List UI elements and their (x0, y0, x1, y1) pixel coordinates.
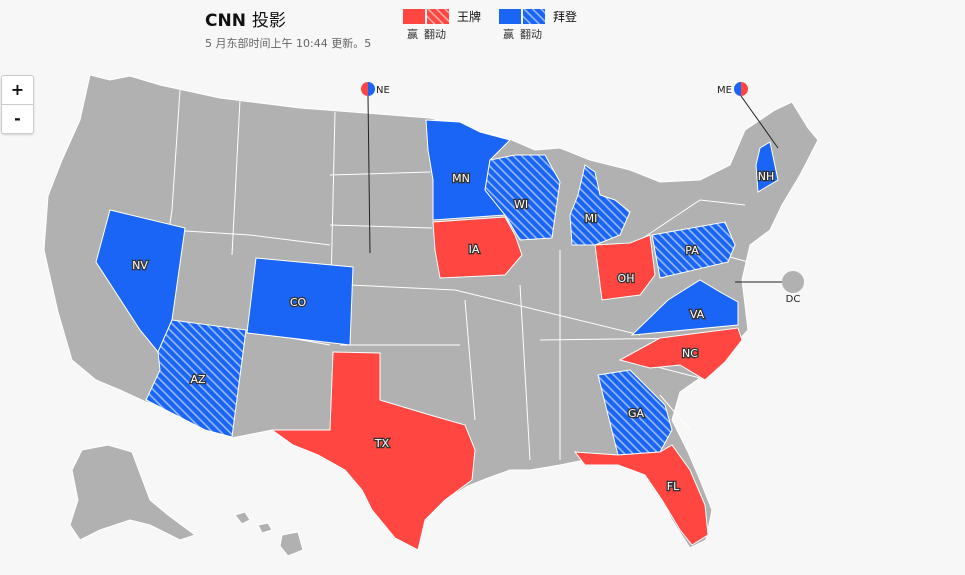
zoom-out-button[interactable]: - (2, 104, 33, 133)
state-oh[interactable] (594, 234, 656, 301)
state-pa[interactable] (651, 221, 736, 279)
hawaii-shape (234, 511, 304, 557)
state-label-ia: IA (469, 243, 480, 256)
legend-trump-win: 赢 (407, 28, 418, 41)
state-label-co: CO (290, 296, 307, 309)
projection-label: 投影 (251, 11, 286, 31)
state-ia[interactable] (432, 216, 523, 279)
me-label: ME (717, 85, 732, 96)
state-mi[interactable] (569, 164, 631, 246)
state-label-nc: NC (682, 347, 698, 360)
me-indicator[interactable]: ME (717, 82, 779, 149)
legend-biden-flip: 翻动 (520, 28, 542, 41)
state-label-az: AZ (190, 373, 206, 386)
dc-label: DC (786, 294, 801, 305)
trump-flip-swatch (427, 9, 449, 24)
state-label-pa: PA (685, 244, 699, 257)
state-label-oh: OH (618, 272, 635, 285)
state-label-tx: TX (374, 437, 390, 450)
state-co[interactable] (246, 257, 354, 346)
legend-biden-name: 拜登 (553, 10, 578, 24)
biden-flip-swatch (523, 9, 545, 24)
state-nc[interactable] (618, 327, 743, 381)
updated-timestamp: 5 月东部时间上午 10:44 更新。5 (205, 37, 372, 50)
zoom-in-button[interactable]: + (10, 80, 25, 99)
legend-trump: 王牌 赢 翻动 (403, 8, 481, 42)
state-label-va: VA (690, 308, 705, 321)
state-label-nh: NH (758, 170, 775, 183)
state-va[interactable] (630, 279, 739, 336)
states-layer (95, 119, 779, 551)
state-labels: NV AZ CO TX MN IA WI MI OH PA VA NC GA F… (131, 169, 776, 495)
state-nh[interactable] (755, 141, 779, 193)
legend-trump-name: 王牌 (457, 10, 482, 24)
state-label-mn: MN (452, 172, 470, 185)
map-header: CNN 投影 5 月东部时间上午 10:44 更新。5 (205, 6, 371, 51)
dc-indicator[interactable]: DC (735, 271, 804, 305)
ne-indicator[interactable]: NE (361, 82, 390, 254)
state-label-nv: NV (132, 259, 148, 272)
legend-biden-win: 赢 (503, 28, 514, 41)
legend-biden: 拜登 赢 翻动 (499, 8, 577, 42)
state-label-mi: MI (585, 212, 598, 225)
state-label-wi: WI (514, 198, 528, 211)
state-label-fl: FL (667, 480, 680, 493)
state-label-ga: GA (628, 407, 645, 420)
state-tx[interactable] (270, 351, 476, 551)
ne-label: NE (376, 85, 390, 96)
state-az[interactable] (145, 319, 247, 438)
biden-win-swatch (499, 9, 521, 24)
alaska-shape (69, 444, 197, 541)
legend-trump-flip: 翻动 (424, 28, 446, 41)
brand-name: CNN (205, 11, 246, 31)
state-wi[interactable] (484, 154, 561, 241)
state-fl[interactable] (573, 444, 709, 546)
trump-win-swatch (403, 9, 425, 24)
zoom-control: + - (1, 75, 34, 134)
map-title: CNN 投影 (205, 6, 371, 31)
